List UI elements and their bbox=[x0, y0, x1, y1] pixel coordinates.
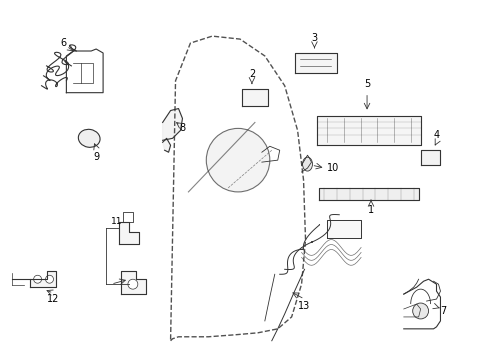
Ellipse shape bbox=[302, 157, 312, 171]
Polygon shape bbox=[326, 220, 360, 238]
Polygon shape bbox=[242, 89, 267, 105]
Text: 2: 2 bbox=[248, 69, 255, 79]
Polygon shape bbox=[420, 150, 440, 165]
Polygon shape bbox=[30, 271, 56, 287]
Text: 3: 3 bbox=[311, 33, 317, 43]
Circle shape bbox=[45, 275, 53, 283]
Polygon shape bbox=[163, 109, 182, 140]
Text: 10: 10 bbox=[326, 163, 339, 173]
Text: 11: 11 bbox=[111, 217, 122, 226]
Text: 1: 1 bbox=[367, 205, 373, 215]
Circle shape bbox=[128, 279, 138, 289]
Text: 7: 7 bbox=[440, 306, 446, 316]
Polygon shape bbox=[319, 188, 418, 200]
Text: 4: 4 bbox=[432, 130, 439, 140]
Polygon shape bbox=[163, 138, 170, 152]
Text: 5: 5 bbox=[363, 79, 369, 89]
Text: 13: 13 bbox=[298, 301, 310, 311]
Polygon shape bbox=[119, 222, 139, 244]
Text: 8: 8 bbox=[179, 123, 185, 134]
Polygon shape bbox=[121, 271, 145, 294]
Ellipse shape bbox=[78, 129, 100, 147]
Circle shape bbox=[412, 303, 427, 319]
Text: 6: 6 bbox=[60, 38, 66, 48]
Polygon shape bbox=[294, 53, 337, 73]
Text: 12: 12 bbox=[47, 294, 60, 304]
Polygon shape bbox=[317, 116, 420, 145]
Circle shape bbox=[206, 129, 269, 192]
Text: 9: 9 bbox=[93, 152, 99, 162]
Circle shape bbox=[34, 275, 41, 283]
